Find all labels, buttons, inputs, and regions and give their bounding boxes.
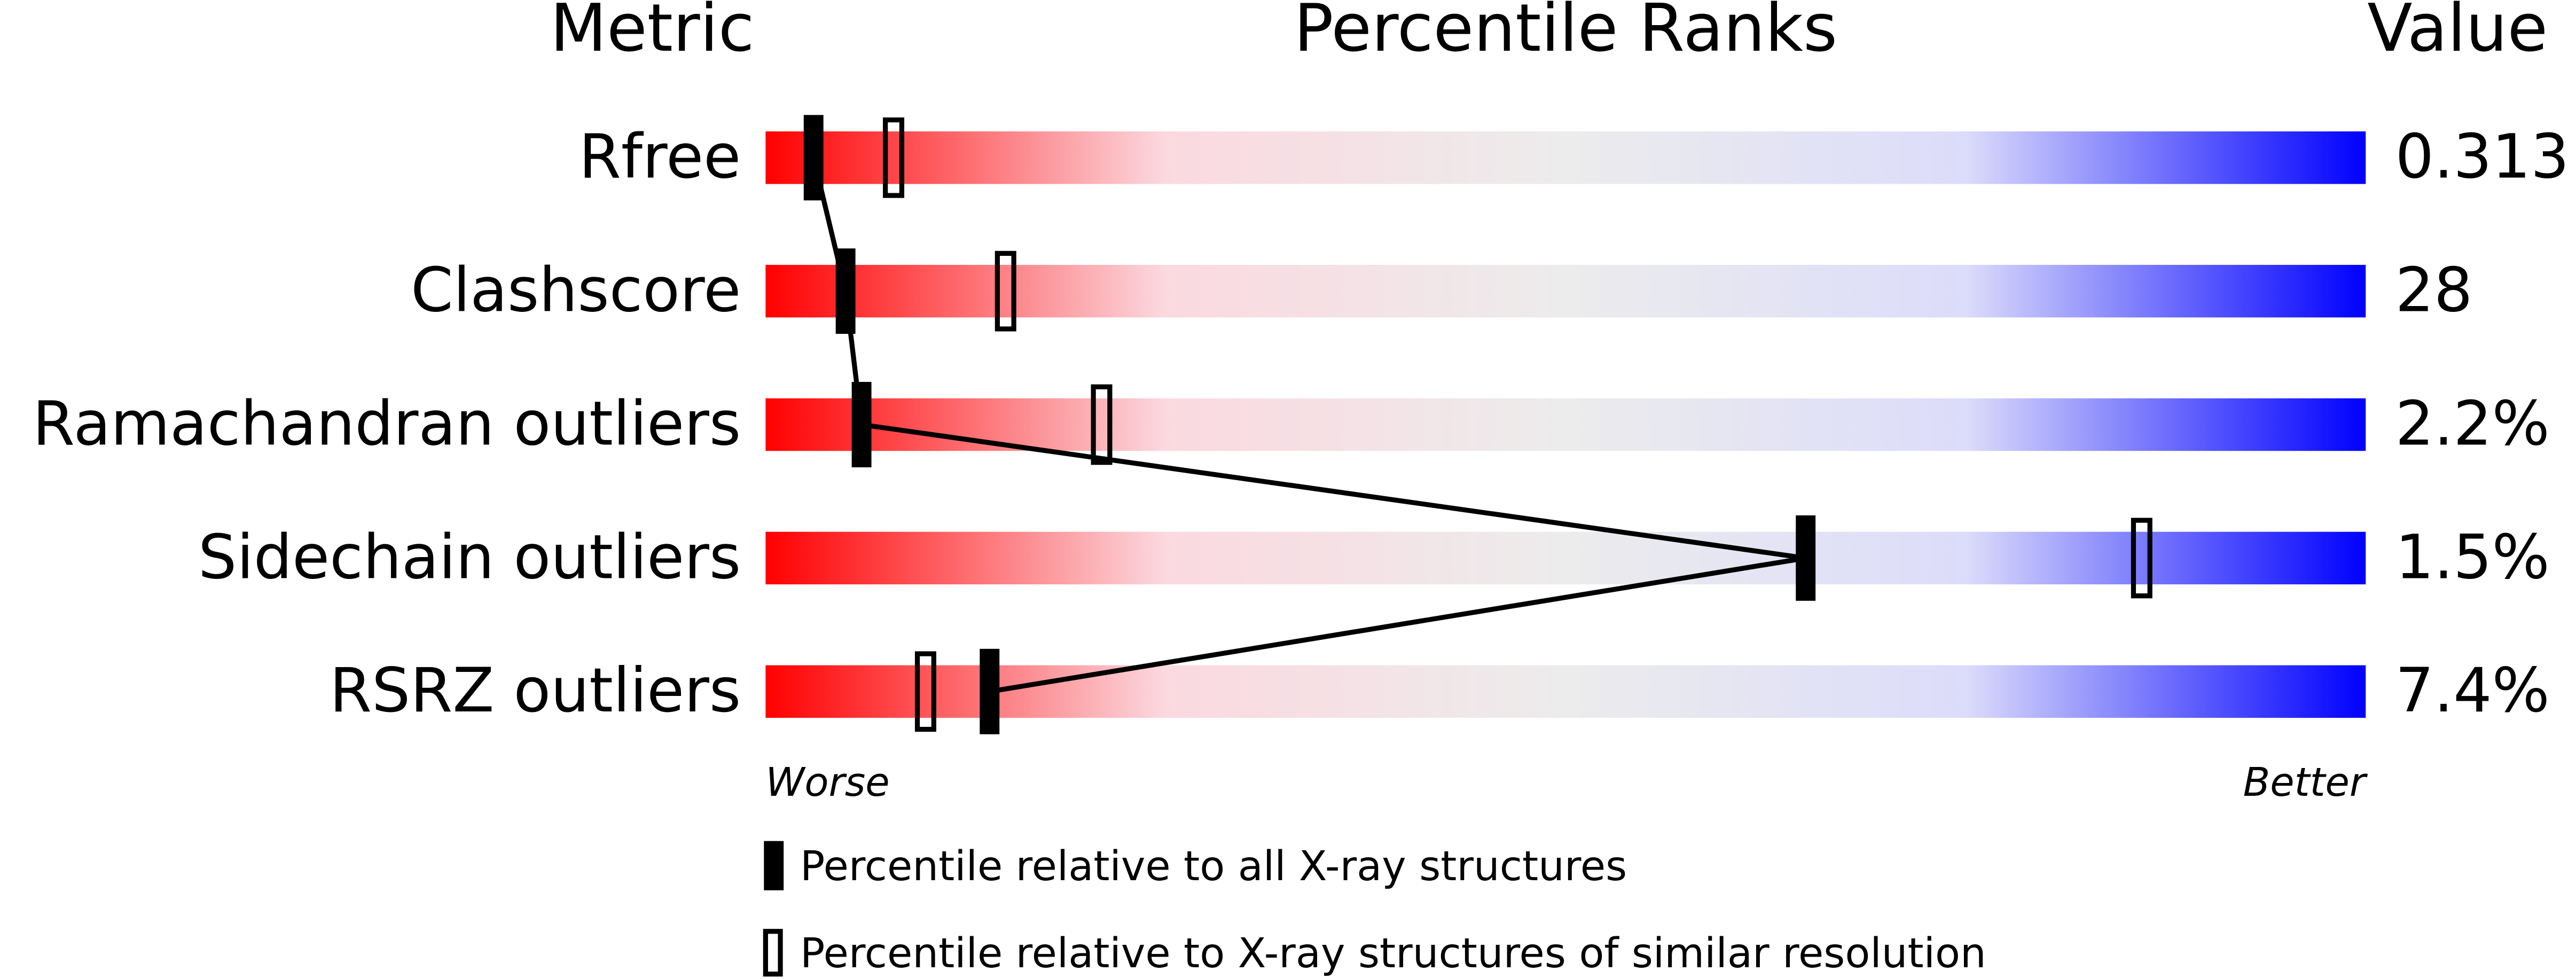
metric-label: Rfree — [579, 121, 741, 192]
metric-value: 1.5% — [2395, 521, 2550, 592]
percentile-marker — [980, 648, 1000, 734]
column-header: Metric — [550, 0, 754, 67]
percentile-marker-outline — [2131, 518, 2152, 599]
metric-label: Ramachandran outliers — [33, 388, 741, 459]
percentile-marker — [803, 115, 824, 201]
percentile-marker — [1796, 515, 1816, 601]
scale-label: Better — [2243, 759, 2368, 805]
scale-label: Worse — [765, 759, 889, 805]
percentile-marker-outline — [914, 651, 936, 732]
slider-bar — [765, 398, 2366, 451]
column-header: Value — [2367, 0, 2548, 67]
percentile-marker-outline — [883, 117, 905, 198]
slider-bar — [765, 131, 2366, 184]
metric-label: RSRZ outliers — [330, 655, 741, 726]
legend-marker — [764, 841, 784, 890]
slider-bar — [765, 665, 2366, 718]
legend-label: Percentile relative to all X-ray structu… — [800, 843, 1627, 890]
metric-value: 7.4% — [2395, 655, 2550, 726]
slider-bar — [765, 531, 2366, 585]
percentile-marker — [851, 382, 872, 467]
percentile-marker-outline — [1091, 384, 1113, 465]
legend-label: Percentile relative to X-ray structures … — [800, 930, 1986, 977]
slider-bar — [765, 264, 2366, 318]
metric-value: 0.313 — [2395, 121, 2570, 192]
legend-marker — [763, 929, 783, 977]
percentile-marker-outline — [995, 250, 1016, 332]
percentile-marker — [835, 248, 856, 334]
column-header: Percentile Ranks — [1294, 0, 1838, 67]
metric-value: 2.2% — [2395, 388, 2550, 459]
metric-label: Clashscore — [411, 255, 741, 326]
metric-value: 28 — [2395, 255, 2473, 326]
metric-label: Sidechain outliers — [198, 521, 741, 592]
